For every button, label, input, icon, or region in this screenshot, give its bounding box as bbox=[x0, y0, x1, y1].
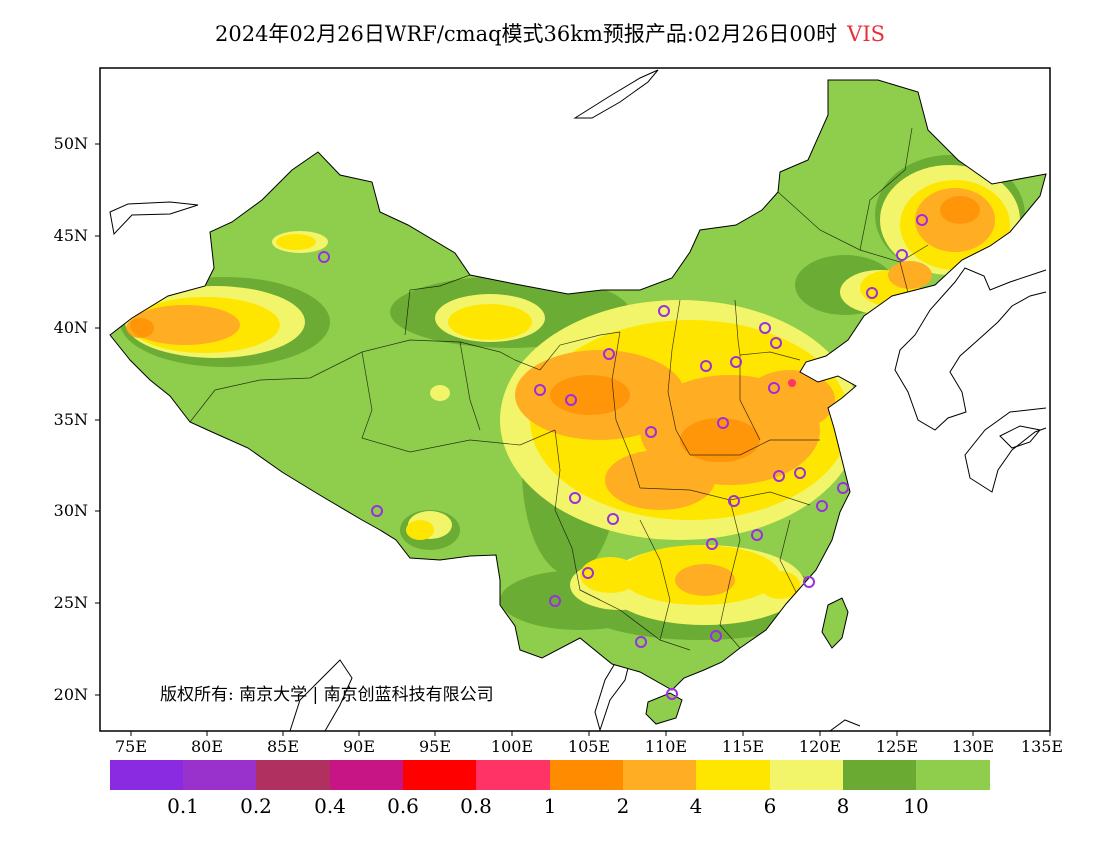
china-border bbox=[109, 79, 1047, 691]
lat-label-40n: 40N bbox=[53, 318, 88, 337]
legend-label-3: 0.6 bbox=[387, 794, 419, 818]
taiwan-island bbox=[821, 597, 849, 649]
lon-label-75e: 75E bbox=[114, 737, 148, 756]
lon-label-130e: 130E bbox=[951, 737, 995, 756]
lat-label-45n: 45N bbox=[53, 226, 88, 245]
lon-label-85e: 85E bbox=[266, 737, 300, 756]
legend-swatch-4 bbox=[403, 760, 476, 790]
legend-label-8: 6 bbox=[763, 794, 777, 818]
legend-label-4: 0.8 bbox=[460, 794, 492, 818]
legend-label-1: 0.2 bbox=[240, 794, 272, 818]
legend-swatch-8 bbox=[696, 760, 770, 790]
legend-label-7: 4 bbox=[689, 794, 703, 818]
axis-ticks bbox=[95, 143, 1051, 736]
legend-swatch-7 bbox=[623, 760, 696, 790]
legend-label-10: 10 bbox=[903, 794, 929, 818]
city-markers bbox=[318, 214, 928, 700]
legend-label-0: 0.1 bbox=[167, 794, 199, 818]
lon-label-80e: 80E bbox=[190, 737, 224, 756]
lon-label-105e: 105E bbox=[567, 737, 611, 756]
lon-label-90e: 90E bbox=[342, 737, 376, 756]
lon-label-135e: 135E bbox=[1020, 737, 1064, 756]
legend-swatch-2 bbox=[256, 760, 330, 790]
title-main: 2024年02月26日WRF/cmaq模式36km预报产品:02月26日00时 bbox=[214, 22, 838, 46]
legend-swatch-6 bbox=[550, 760, 623, 790]
map-frame bbox=[99, 67, 1051, 732]
map-title: 2024年02月26日WRF/cmaq模式36km预报产品:02月26日00时 V… bbox=[0, 18, 1100, 48]
lat-label-35n: 35N bbox=[53, 410, 88, 429]
legend-swatch-9 bbox=[770, 760, 843, 790]
legend-swatch-3 bbox=[330, 760, 403, 790]
lon-label-100e: 100E bbox=[490, 737, 534, 756]
lat-label-30n: 30N bbox=[53, 501, 88, 520]
legend-label-2: 0.4 bbox=[314, 794, 346, 818]
lon-label-120e: 120E bbox=[798, 737, 842, 756]
lat-label-50n: 50N bbox=[53, 134, 88, 153]
lon-label-125e: 125E bbox=[875, 737, 919, 756]
legend-swatch-0 bbox=[110, 760, 183, 790]
legend-swatch-11 bbox=[916, 760, 990, 790]
lon-label-110e: 110E bbox=[644, 737, 688, 756]
legend-label-9: 8 bbox=[836, 794, 850, 818]
lat-label-20n: 20N bbox=[53, 685, 88, 704]
lon-label-115e: 115E bbox=[721, 737, 765, 756]
legend-swatch-1 bbox=[183, 760, 256, 790]
title-variable: VIS bbox=[847, 22, 886, 46]
legend-swatch-5 bbox=[476, 760, 550, 790]
legend-swatch-10 bbox=[843, 760, 916, 790]
lon-label-95e: 95E bbox=[418, 737, 452, 756]
lat-label-25n: 25N bbox=[53, 593, 88, 612]
copyright-text: 版权所有: 南京大学 | 南京创蓝科技有限公司 bbox=[160, 685, 494, 705]
neighbor-coastlines bbox=[109, 69, 1047, 731]
legend-label-5: 1 bbox=[543, 794, 557, 818]
hainan-island bbox=[645, 692, 683, 725]
legend-label-6: 2 bbox=[616, 794, 630, 818]
